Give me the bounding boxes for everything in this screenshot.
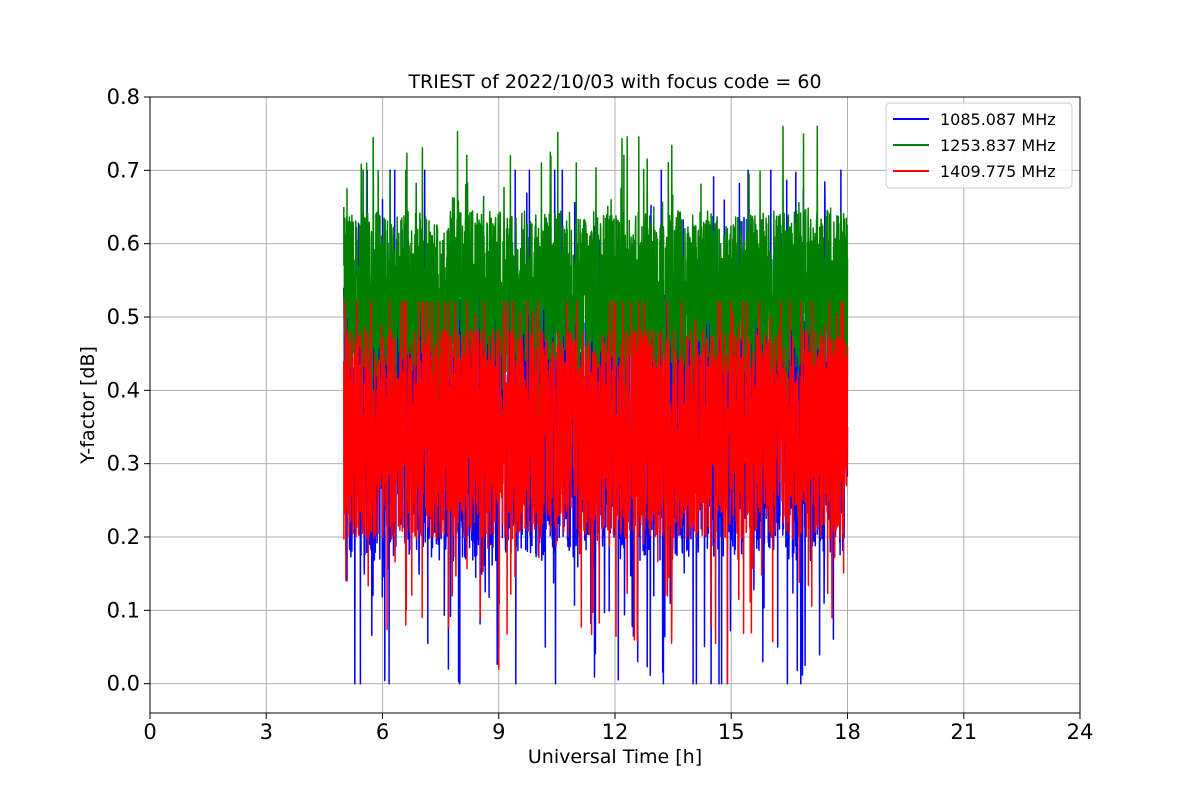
y-tick-label: 0.6 [107,232,140,256]
x-tick-label: 12 [602,720,629,744]
x-tick-label: 0 [143,720,156,744]
y-tick-label: 0.7 [107,158,140,182]
plot-area [343,125,849,685]
y-tick-label: 0.1 [107,598,140,622]
y-tick-label: 0.5 [107,305,140,329]
y-tick-label: 0.3 [107,452,140,476]
x-tick-label: 9 [492,720,505,744]
y-tick-label: 0.4 [107,378,140,402]
y-tick-label: 0.8 [107,85,140,109]
legend-box [885,102,1073,189]
x-tick-label: 21 [950,720,977,744]
x-tick-label: 6 [376,720,389,744]
legend: 1085.087 MHz 1253.837 MHz 1409.775 MHz [885,102,1073,189]
x-axis-label: Universal Time [h] [528,746,702,768]
y-tick-label: 0.0 [107,672,140,696]
x-tick-label: 15 [718,720,745,744]
legend-label: 1409.775 MHz [940,162,1056,181]
x-tick-label: 18 [834,720,861,744]
y-tick-label: 0.2 [107,525,140,549]
chart-title: TRIEST of 2022/10/03 with focus code = 6… [407,71,821,93]
x-tick-label: 24 [1067,720,1094,744]
legend-label: 1085.087 MHz [940,110,1056,129]
series-line [343,125,849,436]
series-line [343,301,849,685]
x-tick-label: 3 [260,720,273,744]
y-axis-label: Y-factor [dB] [77,346,99,465]
axis-ticks: 0 3 6 9 12 15 18 21 24 0.0 0.1 0.2 0.3 0.4 0.5 0.6 0.7 0.… [107,85,1094,744]
legend-label: 1253.837 MHz [940,136,1056,155]
